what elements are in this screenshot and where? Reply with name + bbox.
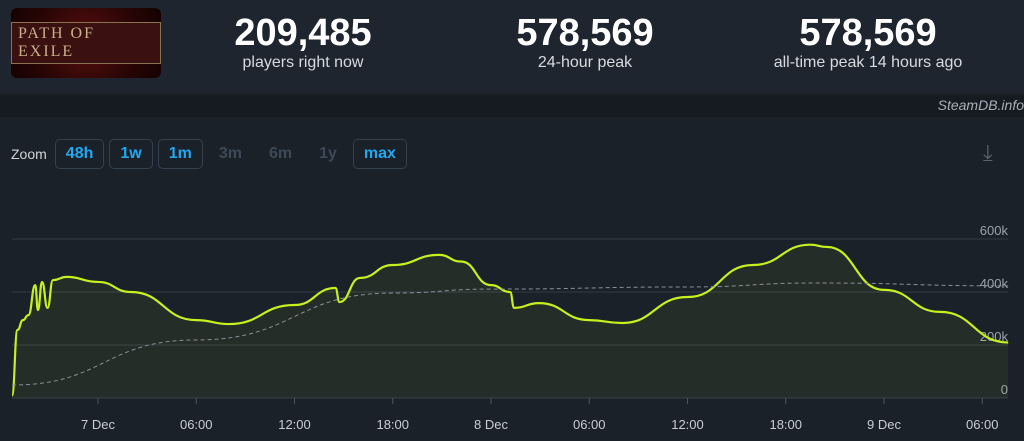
zoom-controls: Zoom 48h 1w 1m 3m 6m 1y max [11,139,407,169]
stat-24h-peak: 578,569 24-hour peak [455,12,715,72]
credit: SteamDB.info [937,97,1024,113]
x-tick-label: 7 Dec [81,417,115,432]
players-area [12,244,1009,398]
x-tick-label: 06:00 [573,417,606,432]
x-tick-label: 18:00 [769,417,802,432]
game-logo[interactable]: PATH OF EXILE [11,8,161,78]
x-tick-label: 06:00 [180,417,213,432]
zoom-3m-button: 3m [218,145,242,162]
stat-label: 24-hour peak [537,54,633,71]
stat-label: players right now [242,54,364,71]
y-tick-label: 400k [980,276,1009,291]
zoom-1m-button[interactable]: 1m [157,139,203,169]
zoom-max-button[interactable]: max [352,139,407,169]
stat-value: 578,569 [516,12,654,54]
x-tick-label: 18:00 [376,417,409,432]
stat-value: 578,569 [799,12,937,54]
logo-text: PATH OF EXILE [11,22,161,64]
x-tick-label: 12:00 [671,417,704,432]
download-icon[interactable]: ⤓ [983,140,993,165]
x-tick-label: 9 Dec [867,417,901,432]
zoom-1w-button[interactable]: 1w [109,139,153,169]
zoom-48h-button[interactable]: 48h [54,139,105,169]
players-line [10,243,1009,397]
x-tick-label: 8 Dec [474,417,508,432]
zoom-6m-button: 6m [268,145,293,162]
x-tick-label: 12:00 [278,417,311,432]
header: PATH OF EXILE 209,485 players right now 5… [0,0,1024,93]
y-tick-label: 600k [980,223,1009,238]
zoom-1y-button: 1y [319,145,337,162]
average-line [12,282,1009,386]
y-tick-label: 0 [1001,382,1008,397]
stat-label: all-time peak 14 hours ago [773,54,963,71]
stat-all-time-peak: 578,569 all-time peak 14 hours ago [738,12,998,72]
zoom-label: Zoom [11,146,47,162]
stat-value: 209,485 [234,12,372,54]
y-tick-label: 200k [980,329,1009,344]
x-tick-label: 06:00 [966,417,999,432]
stat-current: 209,485 players right now [173,12,433,72]
divider-strip [0,95,1024,117]
